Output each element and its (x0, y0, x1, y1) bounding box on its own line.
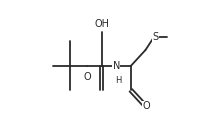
Text: OH: OH (94, 19, 109, 29)
Text: N: N (113, 61, 120, 71)
Text: S: S (152, 32, 158, 42)
Text: O: O (83, 72, 91, 82)
Text: H: H (115, 76, 121, 85)
Text: O: O (142, 101, 150, 111)
